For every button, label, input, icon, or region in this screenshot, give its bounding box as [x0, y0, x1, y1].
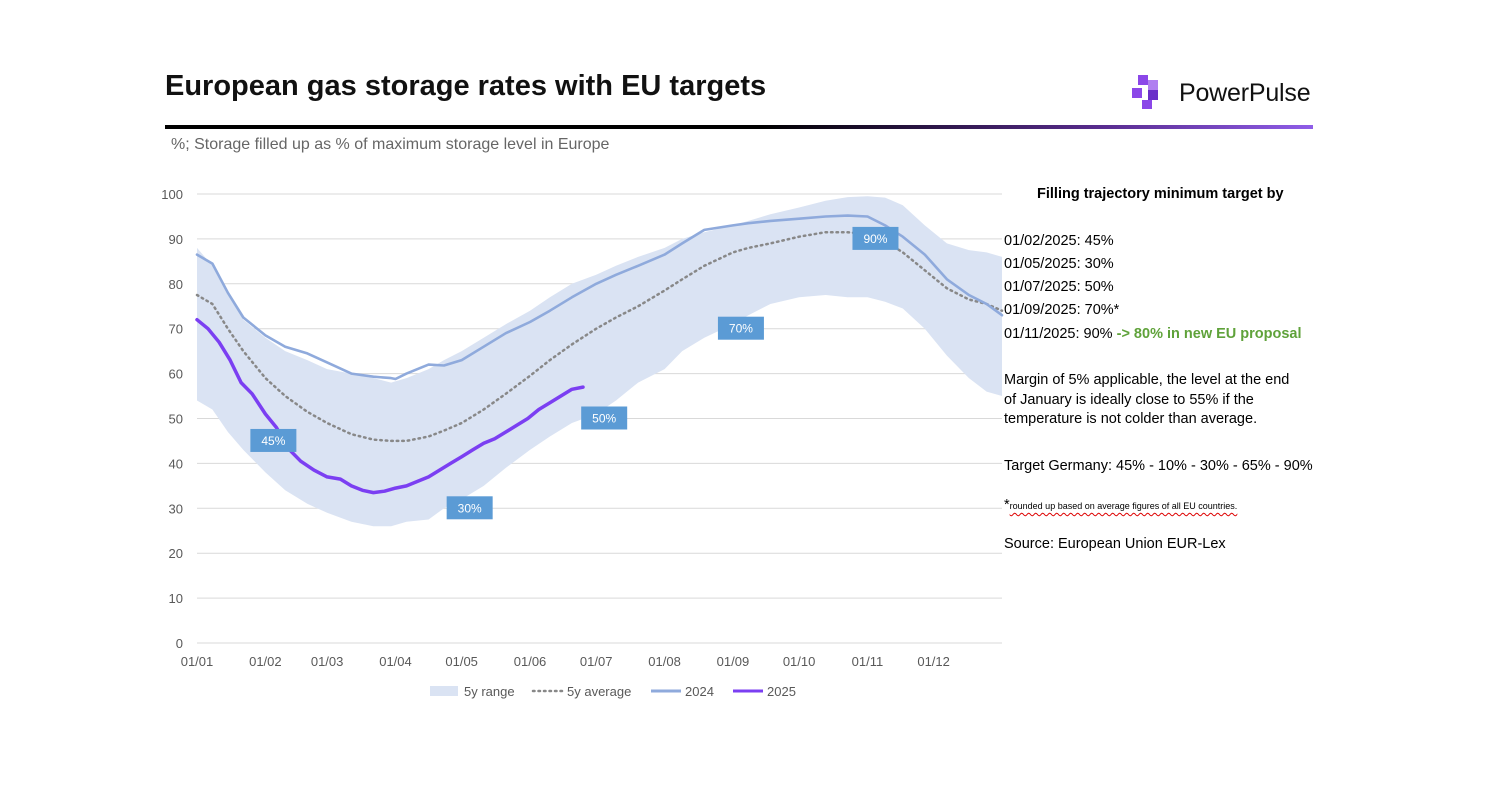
- margin-note-line: temperature is not colder than average.: [1004, 411, 1258, 427]
- target-item: 01/07/2025: 50%: [1004, 279, 1114, 295]
- legend-label: 5y average: [567, 684, 631, 699]
- axis-labels-layer: 0 10 20 30 40 50 60 70 80 90 100 01/01 01/02 01/03 01/…: [161, 187, 950, 669]
- y-tick-label: 80: [169, 277, 183, 292]
- y-tick-label: 0: [176, 636, 183, 651]
- target-label-box: [446, 496, 493, 520]
- target-label: 30%: [458, 501, 482, 515]
- target-label-box: [852, 226, 899, 250]
- x-tick-label: 01/07: [580, 654, 613, 669]
- range-band-layer: [197, 196, 1002, 527]
- target-label-box: [581, 406, 628, 430]
- margin-note-line: Margin of 5% applicable, the level at th…: [1004, 372, 1290, 388]
- x-tick-label: 01/02: [249, 654, 282, 669]
- x-tick-label: 01/09: [717, 654, 750, 669]
- legend-swatch: [430, 686, 458, 696]
- footnote-star: *: [1004, 497, 1010, 513]
- target-item: 01/02/2025: 45%: [1004, 233, 1114, 249]
- series-2024: [195, 214, 1004, 381]
- y-tick-label: 70: [169, 322, 183, 337]
- x-tick-label: 01/06: [514, 654, 547, 669]
- notes-heading: Filling trajectory minimum target by: [1037, 186, 1284, 202]
- y-tick-label: 30: [169, 501, 183, 516]
- x-tick-label: 01/05: [445, 654, 478, 669]
- footnote: *rounded up based on average figures of …: [1004, 497, 1237, 513]
- eu-proposal-note: -> 80% in new EU proposal: [1116, 326, 1302, 342]
- legend-label: 2025: [767, 684, 796, 699]
- target-label: 45%: [261, 434, 285, 448]
- x-tick-label: 01/11: [852, 654, 884, 669]
- chart-legend: 5y range 5y average 2024 2025: [430, 684, 796, 699]
- target-item-nov: 01/11/2025: 90% -> 80% in new EU proposa…: [1004, 326, 1302, 342]
- y-tick-label: 90: [169, 232, 183, 247]
- powerpulse-logo-icon: [1132, 75, 1158, 109]
- x-tick-label: 01/08: [648, 654, 681, 669]
- target-item: 01/11/2025: 90%: [1004, 326, 1113, 342]
- series-2025: [195, 317, 585, 495]
- target-label: 70%: [729, 322, 753, 336]
- y-tick-label: 20: [169, 546, 183, 561]
- x-tick-label: 01/01: [181, 654, 214, 669]
- chart-subtitle: %; Storage filled up as % of maximum sto…: [171, 136, 610, 153]
- x-tick-label: 01/03: [311, 654, 344, 669]
- target-label: 90%: [863, 232, 887, 246]
- y-tick-label: 100: [161, 187, 183, 202]
- x-tick-label: 01/10: [783, 654, 816, 669]
- legend-label: 5y range: [464, 684, 515, 699]
- germany-target: Target Germany: 45% - 10% - 30% - 65% - …: [1004, 458, 1313, 474]
- footnote-text: rounded up based on average figures of a…: [1009, 501, 1238, 511]
- y-tick-label: 60: [169, 367, 183, 382]
- brand-name: PowerPulse: [1179, 79, 1311, 107]
- x-tick-label: 01/04: [379, 654, 412, 669]
- y-tick-label: 50: [169, 412, 183, 427]
- brand-logo: PowerPulse: [1131, 74, 1321, 114]
- y-tick-label: 40: [169, 456, 183, 471]
- target-label-box: [250, 428, 297, 452]
- page-title: European gas storage rates with EU targe…: [165, 70, 767, 102]
- target-label: 50%: [592, 412, 616, 426]
- header-divider: [165, 125, 1313, 129]
- target-label-box: [717, 316, 764, 340]
- source-note: Source: European Union EUR-Lex: [1004, 536, 1226, 552]
- margin-note-line: of January is ideally close to 55% if th…: [1004, 392, 1254, 408]
- target-item: 01/05/2025: 30%: [1004, 256, 1114, 272]
- target-labels-layer: 45% 30% 50% 70% 90%: [250, 226, 899, 520]
- x-tick-label: 01/12: [917, 654, 950, 669]
- target-item: 01/09/2025: 70%*: [1004, 302, 1120, 318]
- legend-label: 2024: [685, 684, 714, 699]
- y-tick-label: 10: [169, 591, 183, 606]
- range-band: [197, 196, 1002, 527]
